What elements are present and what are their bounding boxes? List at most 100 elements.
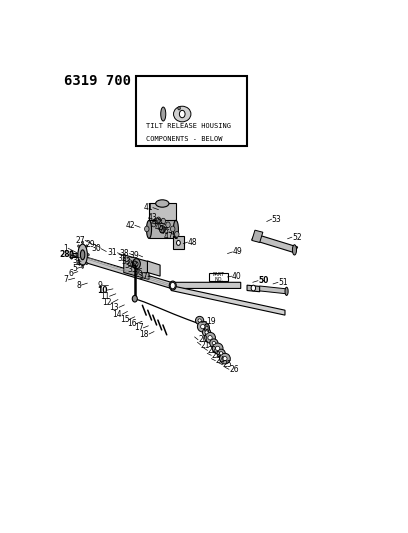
Polygon shape	[252, 234, 297, 253]
Circle shape	[170, 282, 175, 289]
Text: 29: 29	[85, 240, 95, 249]
Ellipse shape	[135, 262, 138, 266]
Ellipse shape	[251, 285, 255, 291]
Text: 43: 43	[147, 213, 157, 222]
Text: 13: 13	[109, 303, 119, 312]
Text: 41: 41	[143, 203, 153, 212]
Circle shape	[161, 219, 166, 224]
Text: 45: 45	[155, 223, 165, 232]
Ellipse shape	[156, 200, 169, 207]
Polygon shape	[259, 286, 286, 294]
Ellipse shape	[210, 339, 218, 347]
Text: 52: 52	[292, 232, 302, 241]
Ellipse shape	[177, 240, 180, 245]
Text: 26: 26	[229, 365, 239, 374]
Polygon shape	[252, 230, 263, 243]
Ellipse shape	[161, 107, 166, 121]
Text: 6: 6	[68, 269, 73, 278]
Ellipse shape	[208, 336, 212, 340]
Ellipse shape	[220, 352, 223, 355]
Ellipse shape	[133, 259, 140, 269]
Ellipse shape	[206, 326, 208, 330]
Text: 4: 4	[75, 260, 80, 268]
Circle shape	[144, 226, 149, 232]
Ellipse shape	[80, 250, 85, 260]
Circle shape	[171, 226, 175, 232]
Text: 47: 47	[164, 232, 174, 241]
Text: 9: 9	[98, 281, 102, 289]
Circle shape	[156, 217, 161, 223]
Ellipse shape	[215, 346, 220, 351]
Text: 50: 50	[258, 276, 268, 285]
Text: 51: 51	[278, 278, 288, 287]
Polygon shape	[209, 273, 228, 281]
Ellipse shape	[212, 343, 223, 354]
Text: 20: 20	[198, 335, 208, 344]
Text: 22: 22	[208, 346, 217, 355]
Circle shape	[87, 254, 89, 256]
Ellipse shape	[212, 342, 215, 345]
Text: 14: 14	[113, 310, 122, 319]
Ellipse shape	[217, 349, 225, 358]
Ellipse shape	[202, 328, 211, 336]
Text: 10: 10	[97, 286, 107, 295]
Polygon shape	[124, 255, 149, 279]
Text: 44: 44	[151, 218, 161, 227]
Ellipse shape	[169, 281, 176, 290]
Polygon shape	[71, 253, 82, 257]
Text: 25: 25	[223, 360, 232, 369]
Polygon shape	[247, 285, 259, 292]
Text: 15: 15	[120, 314, 129, 324]
Polygon shape	[171, 286, 285, 315]
Ellipse shape	[204, 324, 209, 332]
Text: 42: 42	[125, 221, 135, 230]
Text: 18: 18	[140, 329, 149, 338]
Text: 39: 39	[129, 251, 139, 260]
Polygon shape	[149, 204, 176, 220]
Text: COMPONENTS - BELOW: COMPONENTS - BELOW	[146, 136, 222, 142]
Text: 2: 2	[69, 251, 73, 260]
Text: 7: 7	[64, 276, 69, 284]
Circle shape	[86, 245, 88, 247]
Text: 1: 1	[63, 244, 68, 253]
Text: 19: 19	[206, 317, 216, 326]
Text: 8: 8	[76, 281, 81, 289]
Polygon shape	[82, 256, 241, 288]
Circle shape	[175, 231, 179, 237]
Text: 35: 35	[127, 265, 137, 273]
Ellipse shape	[146, 220, 151, 238]
Polygon shape	[163, 107, 182, 120]
Text: 34: 34	[124, 261, 134, 270]
Text: 38: 38	[120, 249, 129, 258]
Text: 37: 37	[138, 272, 148, 281]
Ellipse shape	[198, 319, 201, 322]
Circle shape	[82, 266, 84, 268]
Text: 24: 24	[215, 356, 225, 365]
Text: 30: 30	[91, 244, 101, 253]
Text: 53: 53	[272, 215, 282, 224]
Ellipse shape	[180, 110, 185, 118]
Ellipse shape	[220, 353, 230, 364]
Circle shape	[86, 262, 88, 265]
Ellipse shape	[70, 251, 73, 259]
Ellipse shape	[160, 225, 165, 233]
Text: 40: 40	[232, 272, 242, 281]
Text: 36: 36	[133, 268, 143, 277]
Text: 28: 28	[59, 251, 70, 259]
Text: 48: 48	[188, 238, 197, 247]
Ellipse shape	[132, 295, 137, 302]
Circle shape	[166, 222, 170, 228]
Ellipse shape	[173, 106, 191, 122]
Circle shape	[78, 262, 80, 265]
Circle shape	[151, 221, 156, 227]
FancyBboxPatch shape	[136, 76, 247, 146]
Polygon shape	[173, 236, 184, 249]
Ellipse shape	[178, 107, 180, 110]
Text: 11: 11	[100, 292, 109, 301]
Ellipse shape	[197, 321, 208, 332]
Text: 23: 23	[211, 351, 221, 360]
Text: 6319 700: 6319 700	[64, 74, 131, 88]
Text: 21: 21	[201, 341, 211, 350]
Circle shape	[76, 254, 78, 256]
Polygon shape	[147, 261, 160, 276]
